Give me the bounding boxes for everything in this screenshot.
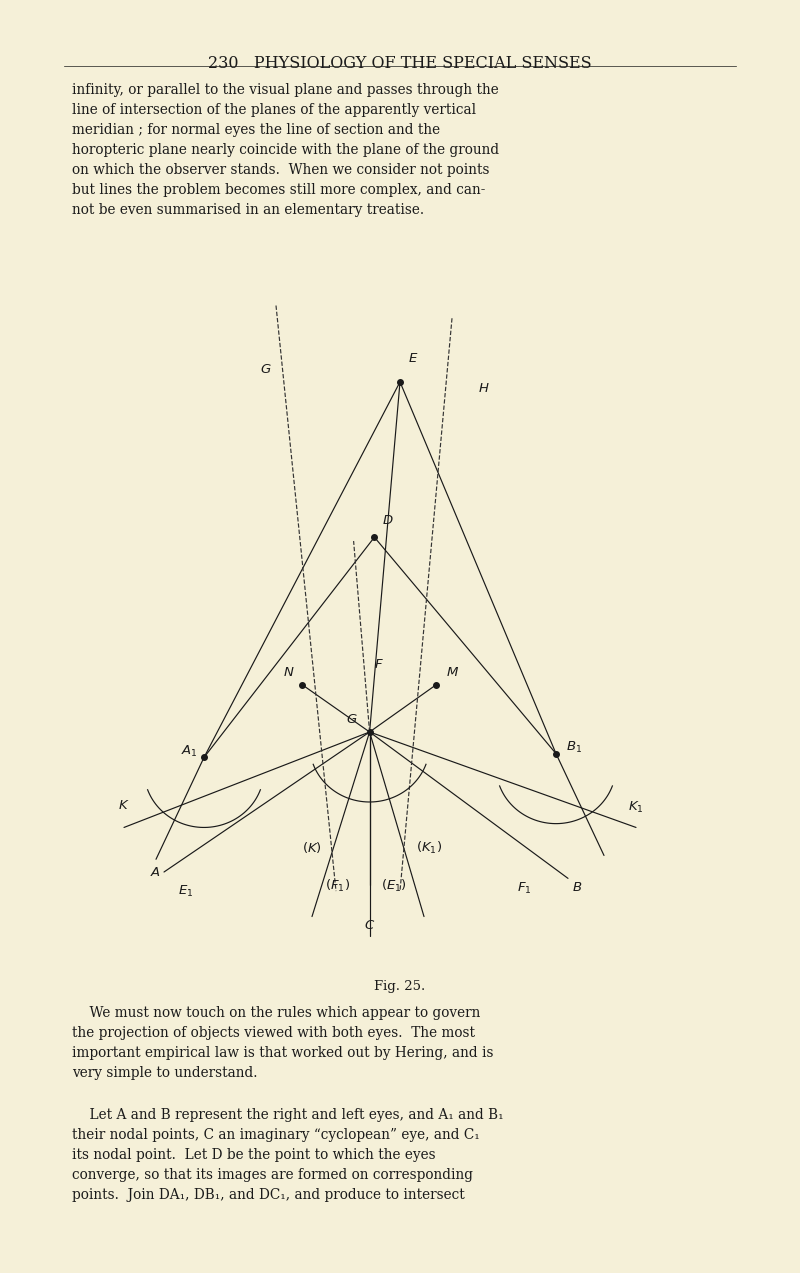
Text: $E$: $E$: [408, 353, 418, 365]
Text: $G$: $G$: [346, 713, 358, 726]
Text: Fig. 25.: Fig. 25.: [374, 980, 426, 993]
Text: $F$: $F$: [374, 658, 383, 671]
Text: $M$: $M$: [446, 666, 458, 679]
Text: $B_1$: $B_1$: [566, 740, 582, 755]
Text: $F_1$: $F_1$: [518, 881, 532, 896]
Text: Let A and B represent the right and left eyes, and A₁ and B₁
their nodal points,: Let A and B represent the right and left…: [72, 1108, 504, 1202]
Text: $H$: $H$: [478, 382, 490, 395]
Text: infinity, or parallel to the visual plane and passes through the
line of interse: infinity, or parallel to the visual plan…: [72, 83, 499, 216]
Text: $K_1$: $K_1$: [628, 799, 644, 815]
Text: $(K_1)$: $(K_1)$: [416, 840, 442, 857]
Text: $(K)$: $(K)$: [302, 840, 322, 855]
Text: $D$: $D$: [382, 514, 394, 527]
Text: $N$: $N$: [283, 666, 294, 679]
Text: $A_1$: $A_1$: [181, 743, 198, 759]
Text: $A$: $A$: [150, 866, 162, 878]
Text: $(E_1)$: $(E_1)$: [381, 878, 406, 895]
Text: $E_1$: $E_1$: [178, 883, 193, 899]
Text: We must now touch on the rules which appear to govern
the projection of objects : We must now touch on the rules which app…: [72, 1006, 494, 1080]
Text: $C$: $C$: [364, 919, 375, 932]
Text: $G$: $G$: [260, 363, 272, 376]
Text: $(F_1)$: $(F_1)$: [325, 878, 350, 895]
Text: 230   PHYSIOLOGY OF THE SPECIAL SENSES: 230 PHYSIOLOGY OF THE SPECIAL SENSES: [208, 55, 592, 71]
Text: $K$: $K$: [118, 799, 130, 812]
Text: $B$: $B$: [572, 881, 582, 894]
